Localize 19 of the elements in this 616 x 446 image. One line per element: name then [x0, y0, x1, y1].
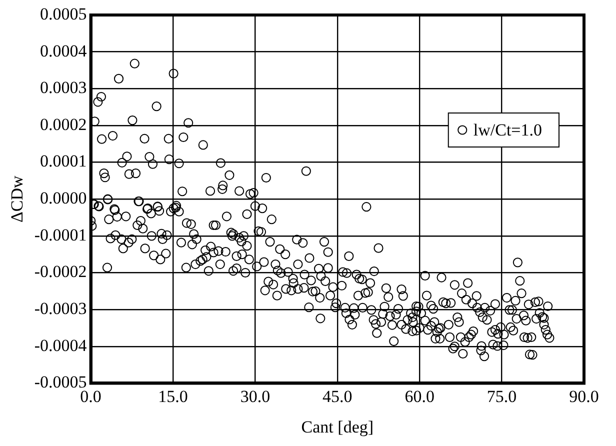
x-tick-label: 30.0 — [240, 386, 270, 406]
y-tick-label: 0.0000 — [40, 188, 87, 208]
x-tick-label: 15.0 — [158, 386, 188, 406]
y-tick-label: -0.0001 — [34, 225, 87, 244]
y-tick-label: 0.0005 — [40, 4, 87, 24]
y-tick-label: -0.0002 — [34, 262, 87, 282]
y-tick-label: -0.0004 — [34, 336, 88, 355]
y-tick-label: 0.0003 — [40, 78, 87, 98]
x-tick-label: 90.0 — [569, 386, 599, 406]
x-tick-label: 45.0 — [322, 386, 352, 406]
x-tick-label: 60.0 — [404, 386, 434, 406]
y-tick-label: -0.0003 — [34, 299, 87, 318]
y-tick-label: 0.0004 — [40, 41, 88, 60]
legend-label: lw/Ct=1.0 — [473, 120, 542, 140]
x-tick-label: 75.0 — [486, 386, 517, 406]
x-axis-title: Cant [deg] — [301, 417, 374, 436]
y-tick-label: 0.0002 — [40, 114, 87, 134]
y-tick-label: 0.0001 — [40, 152, 87, 171]
y-axis-title: ΔCDw — [8, 174, 27, 223]
